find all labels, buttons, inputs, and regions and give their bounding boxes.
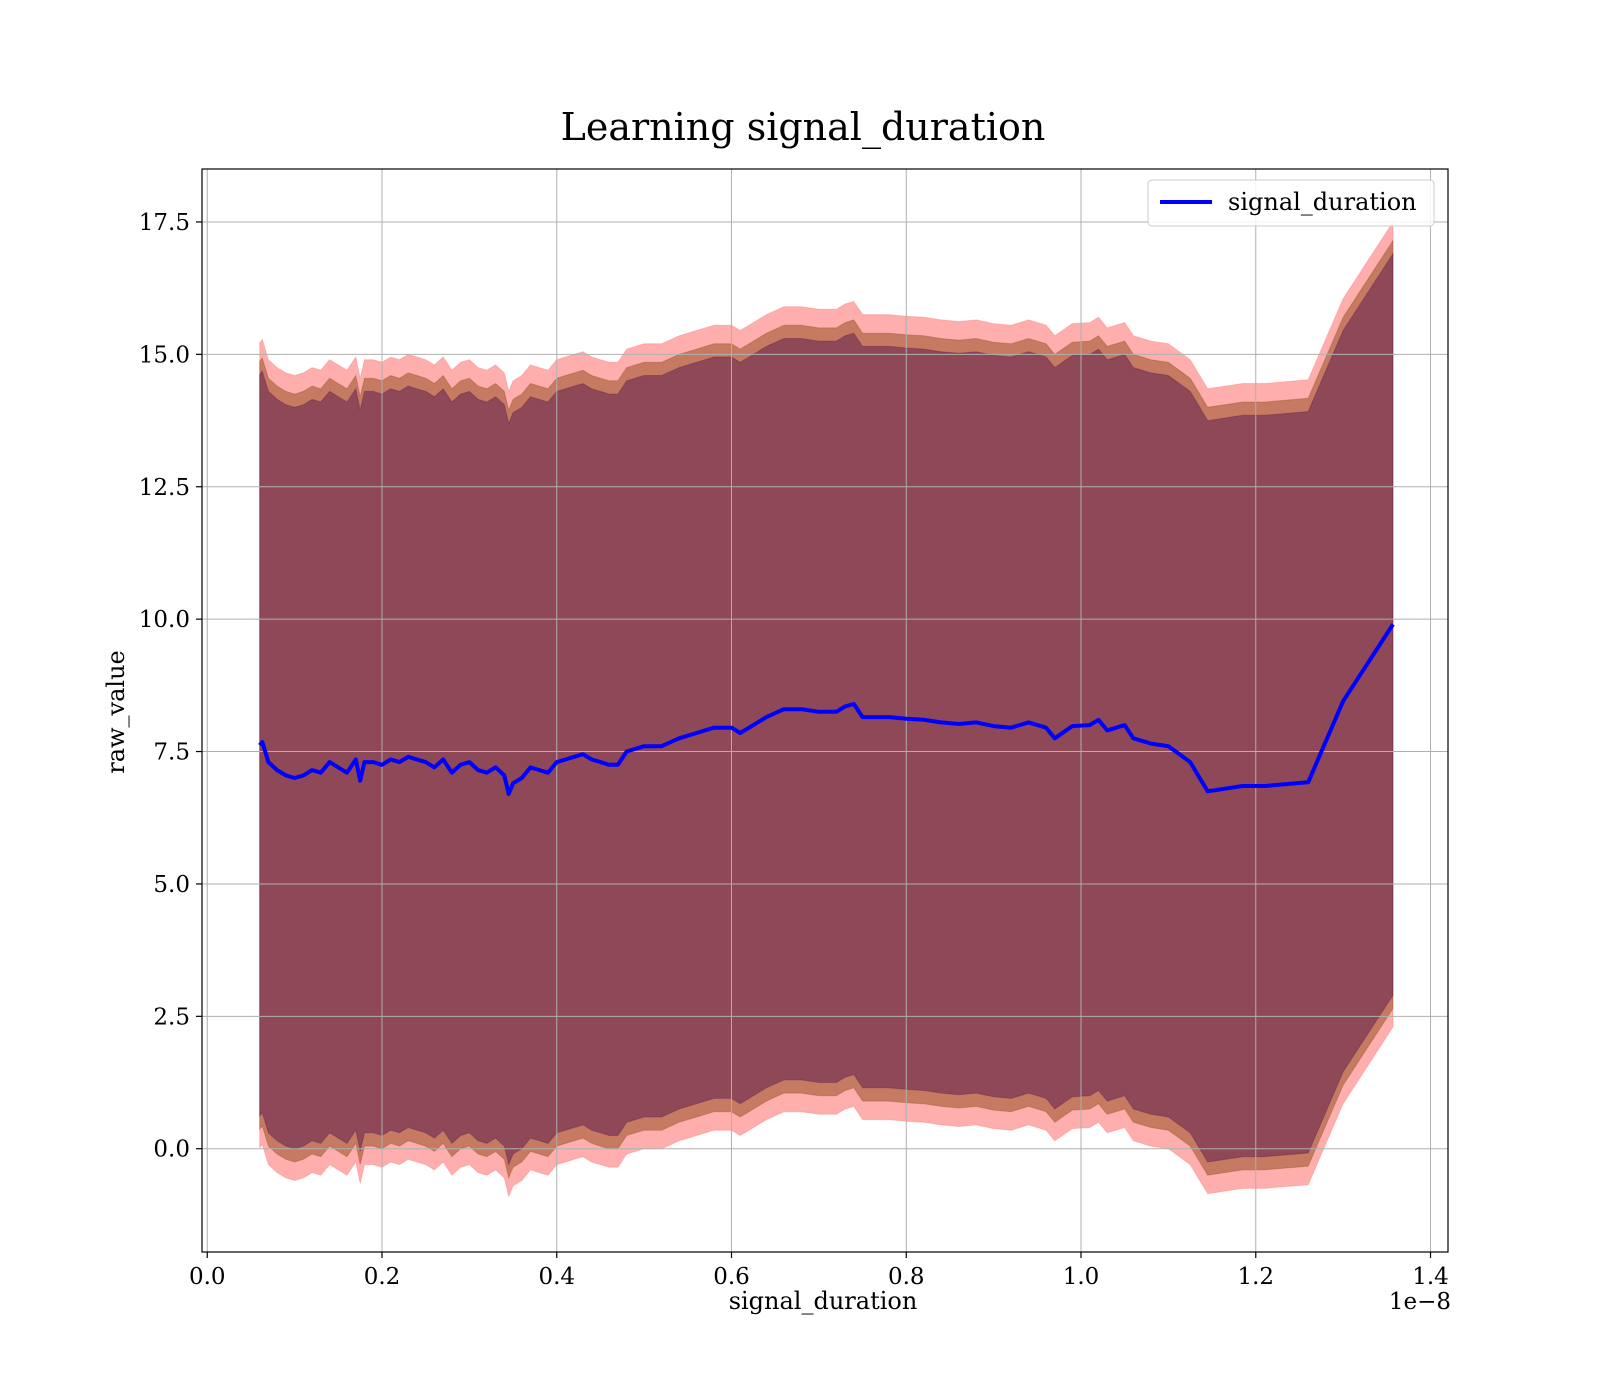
plot-frame — [201, 168, 1449, 1253]
confidence-band-3 — [259, 252, 1394, 1167]
y-tick-label: 15.0 — [139, 342, 190, 368]
y-axis-label: raw_value — [102, 650, 130, 774]
x-tick-label: 1.0 — [1063, 1264, 1100, 1290]
x-tick-label: 0.4 — [538, 1264, 575, 1290]
x-axis-label: signal_duration — [729, 1287, 918, 1315]
legend-label: signal_duration — [1228, 188, 1417, 216]
series-line-signal-duration — [258, 623, 1395, 796]
x-axis-ticks: 0.0 0.2 0.4 0.6 0.8 1.0 1.2 1.4 — [189, 1252, 1449, 1290]
grid — [202, 169, 1448, 1252]
x-tick-label: 0.6 — [713, 1264, 750, 1290]
confidence-bands — [259, 220, 1394, 1199]
x-tick-label: 0.2 — [364, 1264, 401, 1290]
x-tick-label: 0.0 — [189, 1264, 226, 1290]
y-tick-label: 17.5 — [139, 210, 190, 236]
y-tick-label: 2.5 — [153, 1004, 190, 1030]
series-lines — [258, 623, 1395, 796]
legend-box — [1147, 179, 1435, 227]
x-axis-offset-label: 1e−8 — [1389, 1289, 1451, 1315]
y-tick-label: 5.0 — [153, 872, 190, 898]
chart-title: Learning signal_duration — [561, 105, 1046, 150]
x-tick-label: 1.4 — [1412, 1264, 1449, 1290]
y-tick-label: 10.0 — [139, 607, 190, 633]
legend: signal_duration — [1147, 179, 1435, 227]
y-tick-label: 0.0 — [153, 1137, 190, 1163]
x-tick-label: 0.8 — [888, 1264, 925, 1290]
y-tick-label: 12.5 — [139, 475, 190, 501]
confidence-band-2 — [259, 238, 1394, 1180]
y-axis-ticks: 0.0 2.5 5.0 7.5 10.0 12.5 15.0 17.5 — [139, 210, 202, 1163]
x-tick-label: 1.2 — [1237, 1264, 1274, 1290]
y-tick-label: 7.5 — [153, 740, 190, 766]
